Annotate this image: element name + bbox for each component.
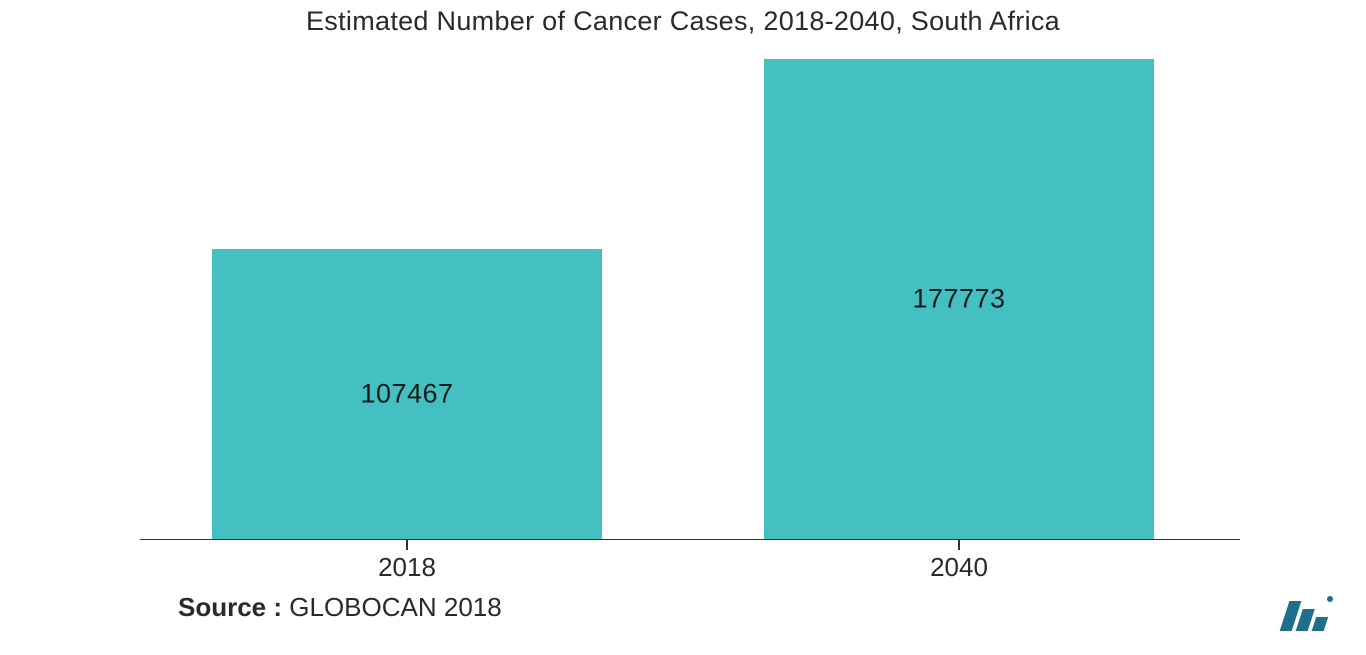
x-axis-label: 2018 — [378, 552, 436, 583]
source-text: GLOBOCAN 2018 — [289, 592, 501, 622]
bar-value: 107467 — [360, 378, 453, 409]
bar-2018: 107467 — [212, 249, 602, 539]
x-axis-label: 2040 — [930, 552, 988, 583]
bar-2040: 177773 — [764, 59, 1154, 539]
source-label: Source : — [178, 592, 282, 622]
plot-area: 107467 177773 — [140, 60, 1240, 540]
bar-value: 177773 — [912, 284, 1005, 315]
brand-logo-icon — [1278, 593, 1340, 633]
chart-title: Estimated Number of Cancer Cases, 2018-2… — [0, 6, 1366, 37]
chart-container: Estimated Number of Cancer Cases, 2018-2… — [0, 0, 1366, 655]
x-tick — [958, 540, 960, 550]
x-tick — [406, 540, 408, 550]
source-attribution: Source : GLOBOCAN 2018 — [178, 592, 502, 623]
